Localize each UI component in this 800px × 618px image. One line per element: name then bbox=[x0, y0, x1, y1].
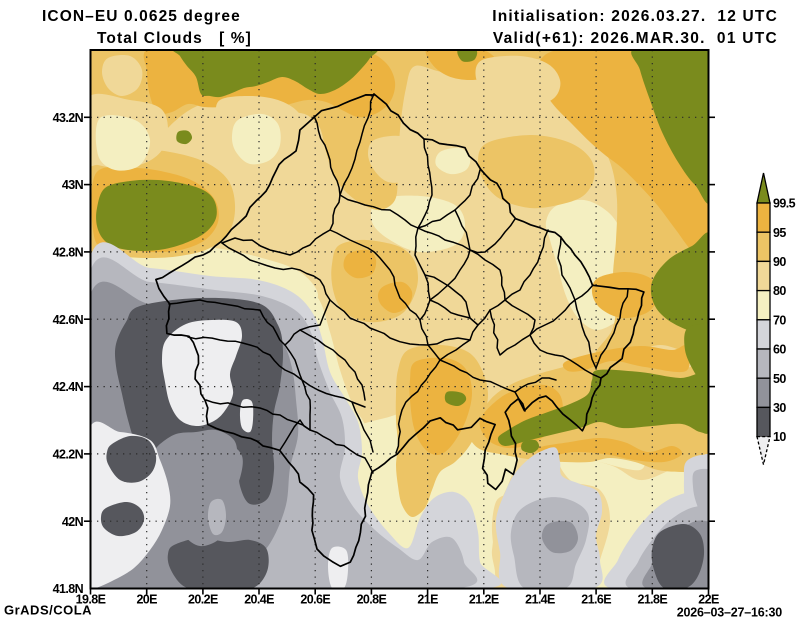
svg-text:95: 95 bbox=[773, 226, 786, 240]
svg-text:80: 80 bbox=[773, 284, 786, 298]
svg-text:30: 30 bbox=[773, 401, 786, 415]
svg-text:Initialisation: 2026.03.27. 1: Initialisation: 2026.03.27. 12 UTC bbox=[492, 8, 778, 25]
svg-text:20E: 20E bbox=[136, 593, 157, 607]
svg-text:42.6N: 42.6N bbox=[53, 313, 84, 327]
svg-text:20.8E: 20.8E bbox=[357, 593, 387, 607]
svg-text:21.4E: 21.4E bbox=[525, 593, 555, 607]
svg-text:20.6E: 20.6E bbox=[300, 593, 330, 607]
svg-text:43.2N: 43.2N bbox=[53, 111, 84, 125]
svg-text:GrADS/COLA: GrADS/COLA bbox=[4, 603, 92, 618]
svg-text:42N: 42N bbox=[62, 515, 84, 529]
svg-text:20.4E: 20.4E bbox=[244, 593, 274, 607]
svg-text:41.8N: 41.8N bbox=[53, 582, 84, 596]
svg-text:21.8E: 21.8E bbox=[637, 593, 667, 607]
svg-text:21.2E: 21.2E bbox=[469, 593, 499, 607]
svg-text:22E: 22E bbox=[698, 593, 719, 607]
svg-text:Total Clouds [ %]: Total Clouds [ %] bbox=[97, 30, 252, 47]
svg-text:70: 70 bbox=[773, 313, 786, 327]
svg-text:2026–03–27–16:30: 2026–03–27–16:30 bbox=[677, 606, 782, 618]
svg-text:43N: 43N bbox=[62, 178, 84, 192]
svg-text:19.8E: 19.8E bbox=[76, 593, 106, 607]
svg-text:60: 60 bbox=[773, 343, 786, 357]
svg-text:21.6E: 21.6E bbox=[581, 593, 611, 607]
svg-text:90: 90 bbox=[773, 255, 786, 269]
svg-text:50: 50 bbox=[773, 372, 786, 386]
svg-text:ICON–EU 0.0625 degree: ICON–EU 0.0625 degree bbox=[42, 8, 241, 25]
svg-text:99.5: 99.5 bbox=[773, 197, 796, 211]
svg-text:42.2N: 42.2N bbox=[53, 447, 84, 461]
svg-text:10: 10 bbox=[773, 430, 786, 444]
svg-text:42.4N: 42.4N bbox=[53, 380, 84, 394]
svg-text:Valid(+61): 2026.MAR.30. 01 U: Valid(+61): 2026.MAR.30. 01 UTC bbox=[493, 30, 778, 47]
svg-text:21E: 21E bbox=[417, 593, 438, 607]
svg-text:20.2E: 20.2E bbox=[188, 593, 218, 607]
svg-text:42.8N: 42.8N bbox=[53, 246, 84, 260]
